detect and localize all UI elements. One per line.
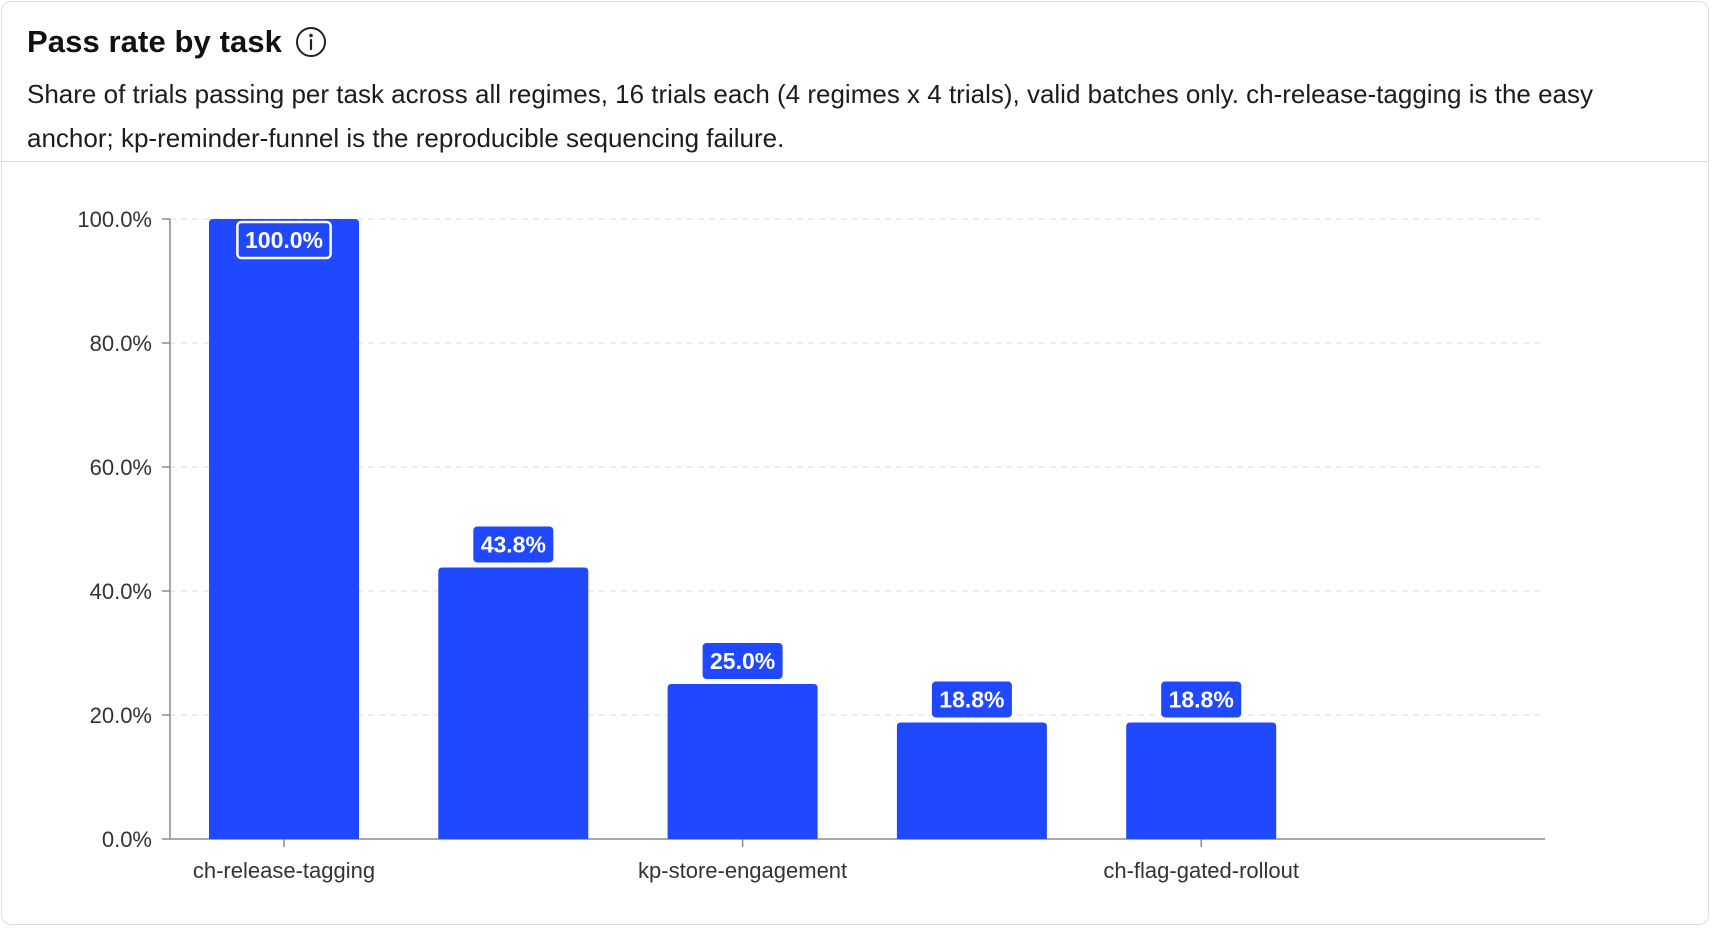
bar[interactable] [1126, 722, 1277, 839]
info-icon[interactable] [294, 25, 328, 59]
chart-subtitle: Share of trials passing per task across … [27, 79, 1594, 153]
bar[interactable] [438, 567, 589, 839]
axes: 0.0% 20.0% 40.0% 60.0% 80.0% 100.0% ch-release… [77, 207, 1545, 883]
bar[interactable] [209, 219, 359, 839]
chart-area: 0.0% 20.0% 40.0% 60.0% 80.0% 100.0% ch-release… [2, 162, 1708, 924]
bars [209, 219, 1277, 839]
data-label: 25.0% [710, 648, 775, 674]
y-tick-label: 20.0% [90, 703, 152, 728]
title-row: Pass rate by task [27, 24, 328, 60]
data-label: 18.8% [939, 686, 1004, 712]
y-tick-label: 0.0% [102, 827, 152, 852]
data-label-badge [1161, 681, 1242, 718]
data-label: 100.0% [245, 227, 323, 253]
x-tick-label: ch-flag-gated-rollout [1103, 858, 1299, 883]
y-tick-label: 100.0% [77, 207, 152, 232]
bar[interactable] [896, 722, 1047, 839]
data-label-badge [473, 526, 554, 563]
card-header: Pass rate by task Share of trials passin… [2, 2, 1708, 162]
y-tick-label: 60.0% [90, 455, 152, 480]
bar[interactable] [667, 684, 818, 839]
y-tick-label: 80.0% [90, 331, 152, 356]
data-label: 43.8% [481, 531, 546, 557]
x-tick-label: kp-store-engagement [638, 858, 847, 883]
grid-lines [170, 218, 1545, 716]
x-tick-label: ch-release-tagging [193, 858, 375, 883]
data-label: 18.8% [1169, 686, 1234, 712]
data-label-badge [236, 220, 332, 260]
bar-chart: 0.0% 20.0% 40.0% 60.0% 80.0% 100.0% ch-release… [77, 207, 1545, 883]
data-label-badge [931, 681, 1012, 718]
data-label-badge [702, 643, 783, 679]
data-labels: 100.0% 43.8% 25.0% 18.8% 18.8% [236, 220, 1242, 718]
chart-title: Pass rate by task [27, 24, 283, 59]
y-tick-label: 40.0% [90, 579, 152, 604]
